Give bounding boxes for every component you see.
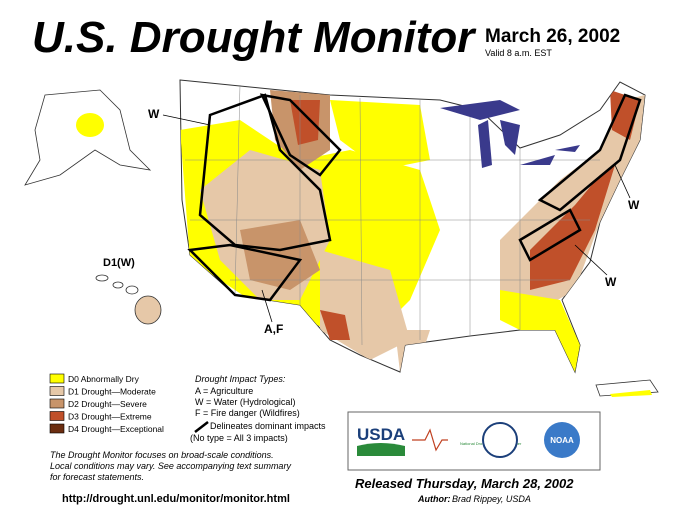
impact-title: Drought Impact Types: (195, 374, 286, 384)
great-lakes (440, 100, 580, 168)
noaa-logo: NOAA (550, 436, 574, 445)
impact-label: W (628, 198, 640, 212)
legend-label: D4 Drought—Exceptional (68, 424, 164, 434)
impact-label: A,F (264, 322, 283, 336)
hawaii (95, 274, 162, 325)
impact-lines (187, 93, 642, 302)
legend: D0 Abnormally Dry D1 Drought—Moderate D2 D… (49, 373, 164, 434)
note: The Drought Monitor focuses on broad-sca… (50, 450, 274, 460)
legend-label: D0 Abnormally Dry (68, 374, 140, 384)
legend-swatch (49, 423, 65, 434)
legend-swatch (49, 398, 65, 409)
note: for forecast statements. (50, 472, 144, 482)
legend-label: D3 Drought—Extreme (68, 412, 152, 422)
url: http://drought.unl.edu/monitor/monitor.h… (62, 493, 290, 505)
legend-swatch (49, 373, 65, 384)
pointer (162, 114, 211, 126)
pointer (261, 289, 273, 323)
alaska-d0 (76, 113, 104, 137)
delineation-swatch (194, 421, 209, 433)
noaa-seal (544, 422, 580, 458)
doc-seal (482, 422, 518, 458)
legend-swatch (49, 386, 65, 396)
pointer (574, 244, 608, 276)
legend-swatch (49, 411, 65, 421)
author-label: Author: (417, 494, 451, 504)
pointer (614, 164, 631, 199)
release-date: Released Thursday, March 28, 2002 (355, 476, 574, 491)
impact-label: W (148, 107, 160, 121)
note: Local conditions may vary. See accompany… (50, 461, 291, 471)
title: U.S. Drought Monitor (32, 13, 477, 62)
impact-note: (No type = All 3 impacts) (190, 433, 288, 443)
impact-type: W = Water (Hydrological) (195, 397, 295, 407)
alaska (24, 89, 152, 186)
impact-label: D1(W) (103, 257, 135, 269)
legend-label: D2 Drought—Severe (68, 399, 147, 409)
ndmc-graph (412, 428, 448, 452)
usda-logo: USDA (357, 425, 405, 444)
usda-swoosh (357, 443, 405, 456)
author: Brad Rippey, USDA (452, 494, 531, 504)
impact-delineates: Delineates dominant impacts (210, 421, 326, 431)
impact-type: A = Agriculture (195, 386, 253, 396)
date: March 26, 2002 (485, 26, 620, 47)
impact-type: F = Fire danger (Wildfires) (195, 408, 300, 418)
puerto-rico-d0 (610, 390, 652, 397)
impact-label: W (605, 275, 617, 289)
legend-label: D1 Drought—Moderate (68, 387, 156, 397)
valid-time: Valid 8 a.m. EST (485, 48, 552, 58)
